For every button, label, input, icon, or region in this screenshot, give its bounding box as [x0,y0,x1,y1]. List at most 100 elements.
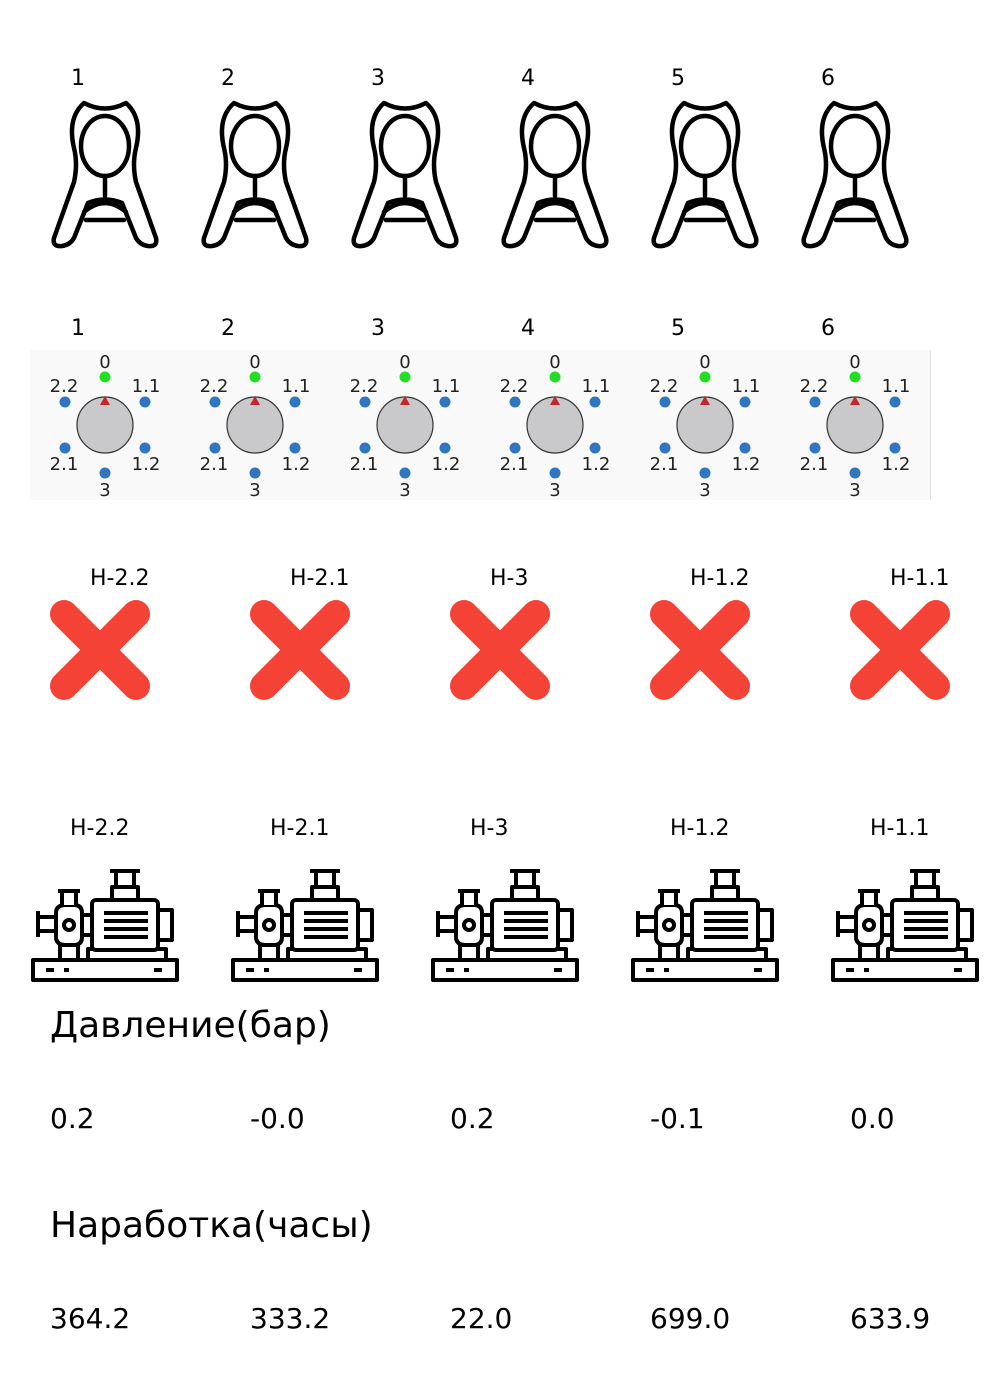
switch-position-label: 3 [249,480,260,500]
switch-dial[interactable]: 0 1.1 1.2 3 2.1 2.2 [330,350,480,500]
switch-position-label: 3 [699,480,710,500]
switch-position-label: 1.1 [582,376,611,397]
switch-position-dot[interactable] [739,396,751,408]
pump-label-h-2-1: Н-2.1 [270,816,330,841]
switch-position-dot[interactable] [889,442,901,454]
selector-switch[interactable]: 0 1.1 1.2 3 2.1 2.2 [30,350,181,500]
switch-position-dot[interactable] [399,467,411,479]
switch-position-label: 1.1 [282,376,311,397]
switch-position-dot[interactable] [659,442,671,454]
selector-switch[interactable]: 0 1.1 1.2 3 2.1 2.2 [480,350,631,500]
selector-switch[interactable]: 0 1.1 1.2 3 2.1 2.2 [180,350,331,500]
pump-icon[interactable] [830,865,980,985]
switch-position-label: 1.1 [882,376,911,397]
switch-position-dot[interactable] [139,396,151,408]
switch-position-dot[interactable] [209,442,221,454]
switch-position-dot[interactable] [549,467,561,479]
switch-position-label: 1.2 [582,454,611,475]
switch-position-label: 0 [399,352,410,373]
switch-position-dot[interactable] [509,442,521,454]
switch-position-active[interactable] [99,371,111,383]
clamp-6-label: 6 [821,66,835,91]
switch-knob[interactable] [76,396,134,454]
switch-knob[interactable] [376,396,434,454]
switch-position-label: 1.2 [282,454,311,475]
clamp-icon[interactable] [200,100,310,250]
pressure-value-h-1-2: -0.1 [650,1102,705,1135]
pump-label-h-1-1: Н-1.1 [870,816,930,841]
switch-position-active[interactable] [699,371,711,383]
switch-position-dot[interactable] [359,396,371,408]
error-x-icon [250,600,350,700]
switch-position-dot[interactable] [439,442,451,454]
switch-position-dot[interactable] [739,442,751,454]
switch-position-dot[interactable] [209,396,221,408]
clamp-icon[interactable] [500,100,610,250]
switch-position-label: 2.1 [350,454,379,475]
switch-position-dot[interactable] [359,442,371,454]
switch-position-active[interactable] [849,371,861,383]
switch-position-dot[interactable] [59,396,71,408]
switch-position-label: 0 [549,352,560,373]
switch-position-label: 3 [849,480,860,500]
switch-knob[interactable] [676,396,734,454]
pump-label-h-2-2: Н-2.2 [70,816,130,841]
switch-knob[interactable] [826,396,884,454]
switch-position-label: 1.1 [432,376,461,397]
switch-position-dot[interactable] [809,396,821,408]
switch-5-label: 5 [671,316,685,341]
runtime-value-h-2-1: 333.2 [250,1302,331,1335]
switch-position-label: 2.2 [800,376,829,397]
switch-position-dot[interactable] [59,442,71,454]
switch-position-active[interactable] [249,371,261,383]
switch-position-label: 0 [849,352,860,373]
switch-position-dot[interactable] [589,396,601,408]
selector-switch[interactable]: 0 1.1 1.2 3 2.1 2.2 [330,350,481,500]
switch-knob[interactable] [526,396,584,454]
clamp-3-label: 3 [371,66,385,91]
switch-pointer [550,396,560,405]
switch-position-dot[interactable] [509,396,521,408]
pressure-value-h-1-1: 0.0 [850,1102,895,1135]
switch-position-dot[interactable] [249,467,261,479]
switch-position-dot[interactable] [99,467,111,479]
selector-switch[interactable]: 0 1.1 1.2 3 2.1 2.2 [630,350,781,500]
switch-dial[interactable]: 0 1.1 1.2 3 2.1 2.2 [480,350,630,500]
switch-position-dot[interactable] [809,442,821,454]
switch-position-label: 1.2 [132,454,161,475]
pump-icon[interactable] [30,865,180,985]
selector-switch[interactable]: 0 1.1 1.2 3 2.1 2.2 [780,350,931,500]
switch-position-label: 1.2 [732,454,761,475]
switch-position-dot[interactable] [849,467,861,479]
switch-pointer [400,396,410,405]
switch-position-dot[interactable] [289,442,301,454]
clamp-icon[interactable] [350,100,460,250]
runtime-value-h-1-1: 633.9 [850,1302,931,1335]
switch-position-dot[interactable] [699,467,711,479]
switch-position-dot[interactable] [139,442,151,454]
clamp-icon[interactable] [800,100,910,250]
switch-dial[interactable]: 0 1.1 1.2 3 2.1 2.2 [30,350,180,500]
switch-position-dot[interactable] [289,396,301,408]
switch-position-dot[interactable] [589,442,601,454]
error-x-icon [850,600,950,700]
switch-position-label: 2.1 [650,454,679,475]
switch-position-label: 0 [99,352,110,373]
status-label-h-1-1: Н-1.1 [890,566,950,591]
switch-position-active[interactable] [549,371,561,383]
clamp-icon[interactable] [650,100,760,250]
switch-position-active[interactable] [399,371,411,383]
clamp-icon[interactable] [50,100,160,250]
pump-icon[interactable] [430,865,580,985]
pump-label-h-3: Н-3 [470,816,509,841]
switch-position-dot[interactable] [659,396,671,408]
pump-icon[interactable] [630,865,780,985]
switch-dial[interactable]: 0 1.1 1.2 3 2.1 2.2 [780,350,930,500]
pump-icon[interactable] [230,865,380,985]
switch-pointer [850,396,860,405]
switch-dial[interactable]: 0 1.1 1.2 3 2.1 2.2 [630,350,780,500]
switch-dial[interactable]: 0 1.1 1.2 3 2.1 2.2 [180,350,330,500]
switch-knob[interactable] [226,396,284,454]
switch-position-dot[interactable] [889,396,901,408]
switch-position-dot[interactable] [439,396,451,408]
